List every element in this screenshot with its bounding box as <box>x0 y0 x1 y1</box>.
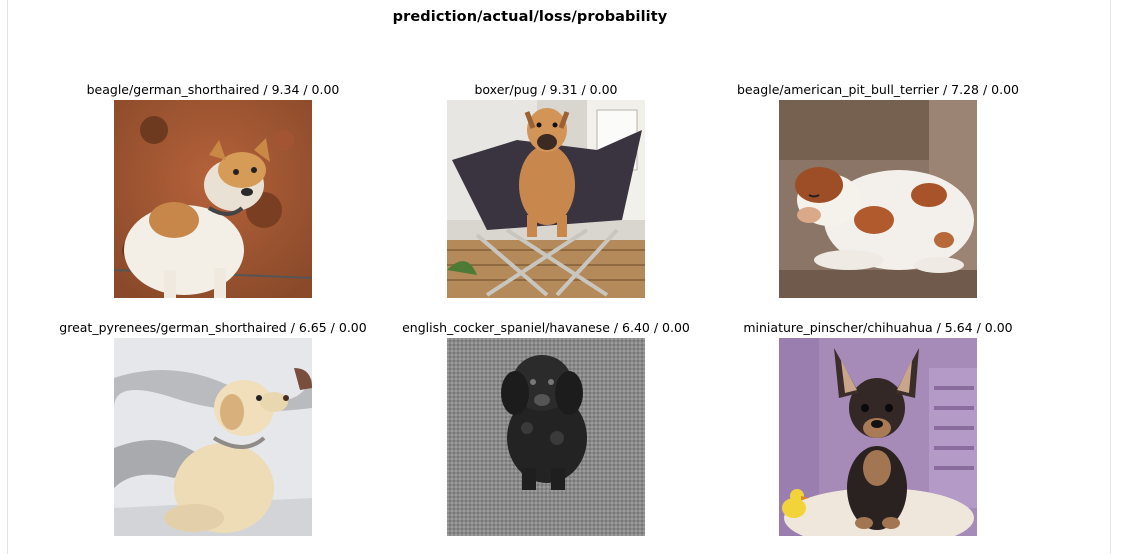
dog-photo <box>447 100 645 298</box>
dog-photo <box>114 100 312 298</box>
notebook-left-border <box>7 0 8 554</box>
image-caption: boxer/pug / 9.31 / 0.00 <box>474 82 618 97</box>
dog-photo <box>779 100 977 298</box>
image-caption: miniature_pinscher/chihuahua / 5.64 / 0.… <box>743 320 1013 335</box>
image-caption: english_cocker_spaniel/havanese / 6.40 /… <box>402 320 690 335</box>
image-caption: beagle/american_pit_bull_terrier / 7.28 … <box>737 82 1019 97</box>
figure-title: prediction/actual/loss/probability <box>392 9 668 25</box>
notebook-right-border <box>1110 0 1111 554</box>
dog-photo <box>447 338 645 536</box>
dog-photo <box>779 338 977 536</box>
image-caption: beagle/german_shorthaired / 9.34 / 0.00 <box>86 82 340 97</box>
image-caption: great_pyrenees/german_shorthaired / 6.65… <box>59 320 367 335</box>
dog-photo <box>114 338 312 536</box>
